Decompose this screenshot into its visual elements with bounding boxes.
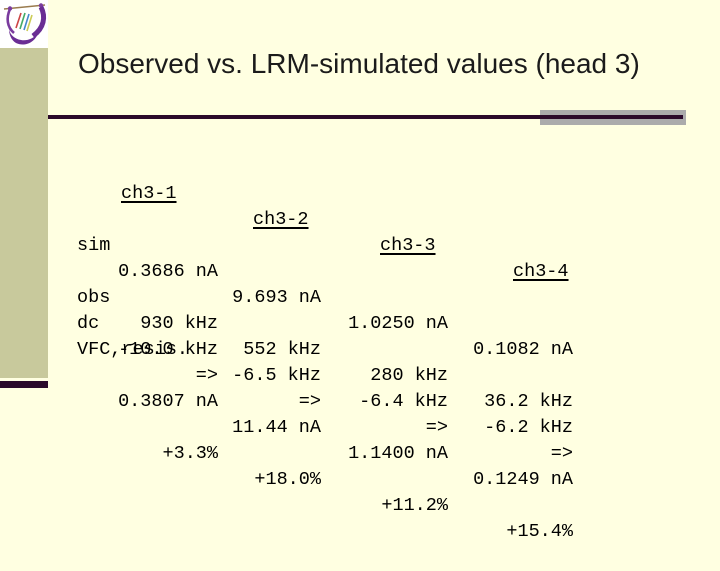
table-row-percent-difference: +3.3% +18.0% +11.2% +15.4% <box>77 389 637 542</box>
derived-value-ch3-3: 1.1400 nA <box>348 443 448 464</box>
sim-value-ch3-2: 9.693 nA <box>232 287 321 308</box>
lyre-logo-icon <box>0 0 48 48</box>
vfc-arrow-ch3-1: => <box>195 365 218 386</box>
sim-value-ch3-3: 1.0250 nA <box>348 313 448 334</box>
percent-ch3-2: +18.0% <box>254 469 321 490</box>
row-label: dc <box>77 313 100 334</box>
sidebar-accent-bar <box>0 381 48 388</box>
vfc-arrow-ch3-3: => <box>425 417 448 438</box>
column-header-ch3-1: ch3-1 <box>121 183 177 204</box>
percent-ch3-1: +3.3% <box>162 443 218 464</box>
obs-value-ch3-1: 930 kHz <box>140 313 218 334</box>
percent-ch3-3: +11.2% <box>381 495 448 516</box>
title-divider-line <box>48 115 683 119</box>
table-header-row: ch3-1 ch3-2 ch3-3 ch3-4 <box>77 155 637 282</box>
column-header-ch3-3: ch3-3 <box>380 235 436 256</box>
table-row-sim: sim 0.3686 nA 9.693 nA 1.0250 nA 0.1082 … <box>77 207 637 360</box>
table-row-derived-current: 0.3807 nA 11.44 nA 1.1400 nA 0.1249 nA <box>77 337 637 490</box>
sim-value-ch3-4: 0.1082 nA <box>473 339 573 360</box>
obs-value-ch3-4: 36.2 kHz <box>484 391 573 412</box>
derived-value-ch3-1: 0.3807 nA <box>118 391 218 412</box>
sim-value-ch3-1: 0.3686 nA <box>118 261 218 282</box>
slide-title: Observed vs. LRM-simulated values (head … <box>78 48 640 79</box>
percent-ch3-4: +15.4% <box>506 521 573 542</box>
derived-value-ch3-4: 0.1249 nA <box>473 469 573 490</box>
dc-value-ch3-1: -10.0 kHz <box>118 339 218 360</box>
column-header-ch3-2: ch3-2 <box>253 209 309 230</box>
row-label: sim <box>77 235 111 256</box>
row-label: VFC,resis. <box>77 339 189 360</box>
table-row-dc: dc -10.0 kHz -6.5 kHz -6.4 kHz -6.2 kHz <box>77 285 637 438</box>
slide: Observed vs. LRM-simulated values (head … <box>0 0 686 542</box>
dc-value-ch3-2: -6.5 kHz <box>232 365 321 386</box>
dc-value-ch3-3: -6.4 kHz <box>359 391 448 412</box>
row-label: obs <box>77 287 111 308</box>
dc-value-ch3-4: -6.2 kHz <box>484 417 573 438</box>
table-row-obs: obs 930 kHz 552 kHz 280 kHz 36.2 kHz <box>77 259 637 412</box>
obs-value-ch3-2: 552 kHz <box>243 339 321 360</box>
sidebar-band <box>0 48 48 378</box>
obs-value-ch3-3: 280 kHz <box>370 365 448 386</box>
table-row-vfc-resis: VFC,resis. => => => => <box>77 311 637 464</box>
vfc-arrow-ch3-4: => <box>550 443 573 464</box>
column-header-ch3-4: ch3-4 <box>513 261 569 282</box>
values-table: ch3-1 ch3-2 ch3-3 ch3-4 sim 0.3686 nA 9.… <box>77 155 637 542</box>
vfc-arrow-ch3-2: => <box>298 391 321 412</box>
derived-value-ch3-2: 11.44 nA <box>232 417 321 438</box>
